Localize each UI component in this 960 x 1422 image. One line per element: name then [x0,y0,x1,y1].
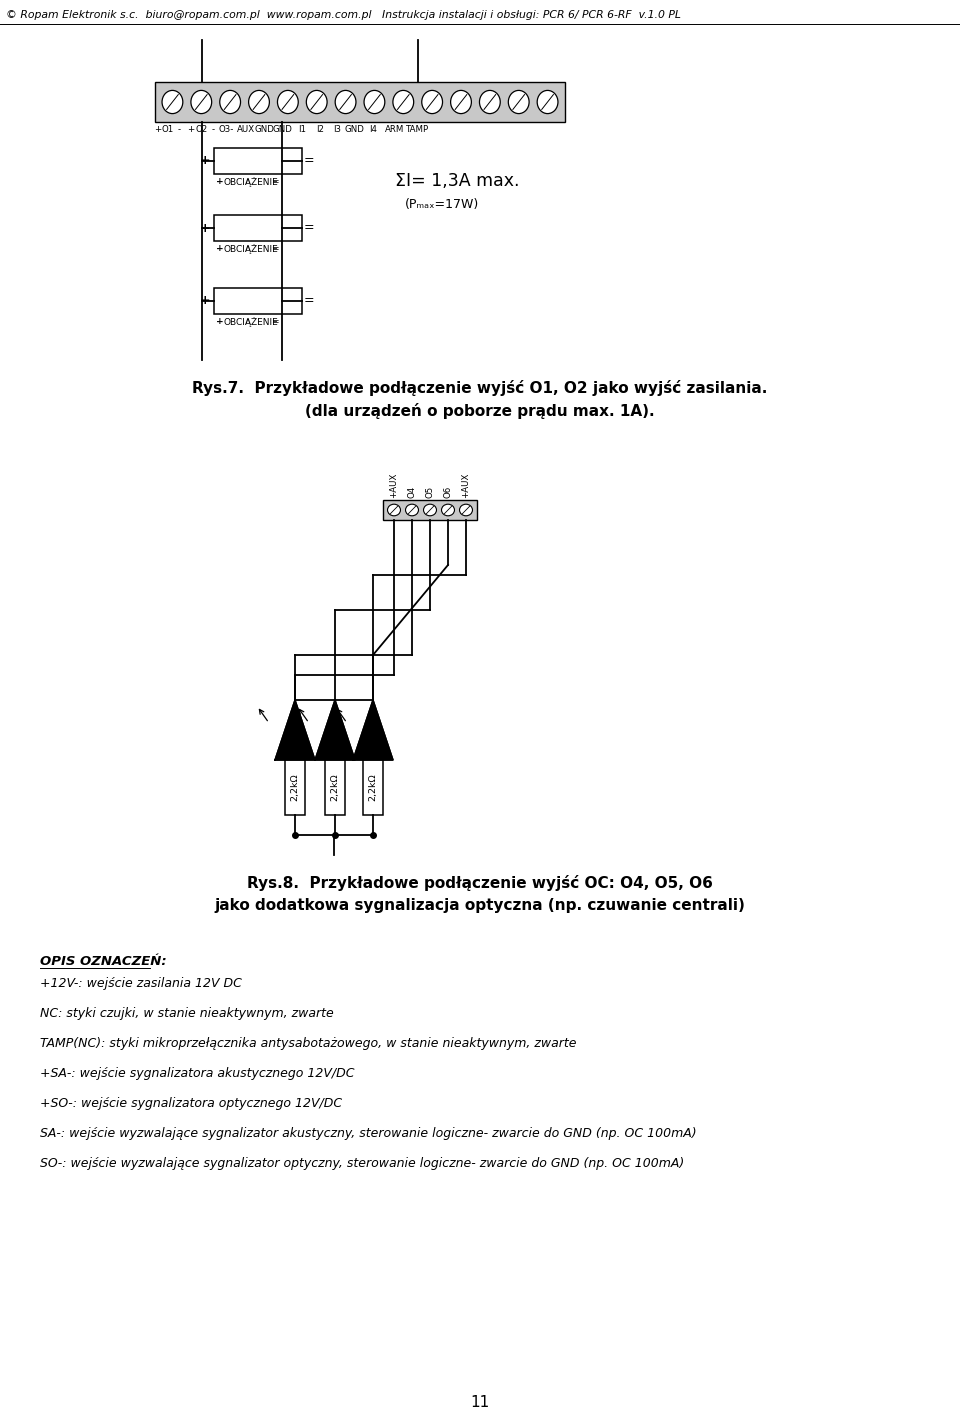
Ellipse shape [277,91,299,114]
Text: O5: O5 [425,486,435,498]
Ellipse shape [393,91,414,114]
Ellipse shape [249,91,270,114]
Text: I1: I1 [298,125,306,134]
Text: +: + [216,176,224,186]
Text: I3: I3 [333,125,341,134]
Text: O1: O1 [162,125,174,134]
Text: =: = [303,222,314,235]
Polygon shape [275,700,315,759]
Text: -: - [211,125,215,134]
Bar [285,759,305,815]
Text: +: + [200,155,210,168]
Text: ARM: ARM [385,125,405,134]
Text: AUX: AUX [237,125,255,134]
Text: (dla urządzeń o poborze prądu max. 1A).: (dla urządzeń o poborze prądu max. 1A). [305,402,655,419]
Text: O2: O2 [196,125,208,134]
Text: Rys.7.  Przykładowe podłączenie wyjść O1, O2 jako wyjść zasilania.: Rys.7. Przykładowe podłączenie wyjść O1,… [192,380,768,395]
Text: (Pₘₐₓ=17W): (Pₘₐₓ=17W) [405,198,479,210]
Text: © Ropam Elektronik s.c.  biuro@ropam.com.pl  www.ropam.com.pl   Instrukcja insta: © Ropam Elektronik s.c. biuro@ropam.com.… [6,10,681,20]
Ellipse shape [423,505,437,516]
Text: =: = [303,155,314,168]
Text: OBCIĄŻENIE: OBCIĄŻENIE [223,245,277,255]
Text: +: + [200,294,210,307]
Text: 2,2kΩ: 2,2kΩ [330,774,340,802]
Text: SO-: wejście wyzwalające sygnalizator optyczny, sterowanie logiczne- zwarcie do : SO-: wejście wyzwalające sygnalizator op… [40,1158,684,1170]
Text: TAMP: TAMP [406,125,429,134]
Text: =: = [271,245,278,253]
Text: SA-: wejście wyzwalające sygnalizator akustyczny, sterowanie logiczne- zwarcie d: SA-: wejście wyzwalające sygnalizator ak… [40,1128,697,1140]
Text: O6: O6 [444,486,452,498]
Ellipse shape [364,91,385,114]
Ellipse shape [538,91,558,114]
Bar [214,215,302,240]
Text: +AUX: +AUX [462,472,470,498]
Bar [363,759,383,815]
Text: O4: O4 [407,486,417,498]
Bar [325,759,345,815]
Text: =: = [303,294,314,307]
Text: -: - [178,125,180,134]
Text: +SA-: wejście sygnalizatora akustycznego 12V/DC: +SA-: wejście sygnalizatora akustycznego… [40,1066,354,1079]
Text: +: + [200,222,210,235]
Ellipse shape [220,91,241,114]
Text: +: + [216,317,224,326]
Bar [383,501,477,520]
Text: 11: 11 [470,1395,490,1411]
Text: GND: GND [272,125,292,134]
Text: OPIS OZNACZEŃ:: OPIS OZNACZEŃ: [40,956,167,968]
Ellipse shape [442,505,454,516]
Text: +: + [216,245,224,253]
Ellipse shape [191,91,211,114]
Ellipse shape [335,91,356,114]
Text: +SO-: wejście sygnalizatora optycznego 12V/DC: +SO-: wejście sygnalizatora optycznego 1… [40,1096,342,1111]
Text: OBCIĄŻENIE: OBCIĄŻENIE [223,317,277,327]
Text: 2,2kΩ: 2,2kΩ [291,774,300,802]
Text: 2,2kΩ: 2,2kΩ [369,774,377,802]
Ellipse shape [421,91,443,114]
Text: Rys.8.  Przykładowe podłączenie wyjść OC: O4, O5, O6: Rys.8. Przykładowe podłączenie wyjść OC:… [247,875,713,892]
Polygon shape [315,700,355,759]
Bar [214,289,302,314]
Text: GND: GND [344,125,364,134]
Text: +AUX: +AUX [390,472,398,498]
Text: =: = [271,176,278,186]
Bar [155,82,565,122]
Text: +: + [155,125,161,134]
Text: ΣI= 1,3A max.: ΣI= 1,3A max. [395,172,519,191]
Bar [214,148,302,173]
Text: +12V-: wejście zasilania 12V DC: +12V-: wejście zasilania 12V DC [40,977,242,990]
Ellipse shape [450,91,471,114]
Text: O3-: O3- [218,125,233,134]
Ellipse shape [405,505,419,516]
Text: +: + [187,125,195,134]
Ellipse shape [460,505,472,516]
Text: =: = [271,317,278,326]
Ellipse shape [479,91,500,114]
Text: I2: I2 [316,125,324,134]
Ellipse shape [509,91,529,114]
Text: NC: styki czujki, w stanie nieaktywnym, zwarte: NC: styki czujki, w stanie nieaktywnym, … [40,1007,334,1020]
Ellipse shape [388,505,400,516]
Text: I4: I4 [369,125,377,134]
Ellipse shape [162,91,182,114]
Text: TAMP(NC): styki mikroprzełącznika antysabotażowego, w stanie nieaktywnym, zwarte: TAMP(NC): styki mikroprzełącznika antysa… [40,1037,577,1049]
Text: OBCIĄŻENIE: OBCIĄŻENIE [223,176,277,186]
Polygon shape [353,700,393,759]
Text: jako dodatkowa sygnalizacja optyczna (np. czuwanie centrali): jako dodatkowa sygnalizacja optyczna (np… [215,899,745,913]
Text: GND: GND [254,125,274,134]
Ellipse shape [306,91,327,114]
